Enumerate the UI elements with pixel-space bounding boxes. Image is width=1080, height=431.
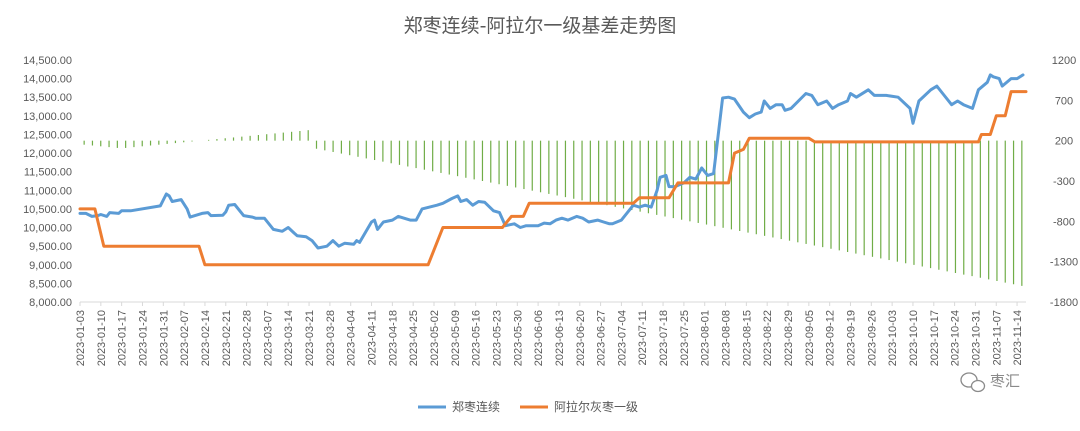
x-tick-label: 2023-03-14 [283,310,295,366]
x-tick-label: 2023-01-31 [158,310,170,366]
x-tick-label: 2023-09-12 [825,310,837,366]
x-tick-label: 2023-07-25 [679,310,691,366]
x-tick-label: 2023-06-20 [575,310,587,366]
x-tick-label: 2023-08-01 [700,310,712,366]
left-tick-label: 13,500.00 [23,92,72,104]
x-tick-label: 2023-02-28 [242,310,254,366]
x-tick-label: 2023-03-28 [325,310,337,366]
left-tick-label: 8,000.00 [29,297,72,309]
x-tick-label: 2023-09-05 [804,310,816,366]
x-tick-label: 2023-06-27 [596,310,608,366]
x-tick-label: 2023-07-04 [616,310,628,366]
left-tick-label: 11,000.00 [24,185,72,197]
watermark: 枣汇 [960,372,1020,393]
right-tick-label: -300 [1053,176,1075,188]
x-tick-label: 2023-02-14 [200,310,212,366]
x-tick-label: 2023-04-11 [367,310,379,365]
x-tick-label: 2023-01-24 [137,310,149,366]
x-tick-label: 2023-08-15 [741,310,753,366]
right-tick-label: -800 [1053,216,1075,228]
x-tick-label: 2023-07-18 [658,310,670,366]
series-lines [78,73,1028,267]
x-tick-label: 2023-01-10 [96,310,108,366]
left-tick-label: 13,000.00 [23,111,72,123]
x-tick-label: 2023-04-25 [408,310,420,366]
left-tick-label: 12,000.00 [23,148,72,160]
x-tick-label: 2023-07-11 [637,310,649,365]
x-tick-label: 2023-06-13 [554,310,566,366]
legend-label-zhengzao: 郑枣连续 [452,399,500,414]
x-tick-label: 2023-05-09 [450,310,462,366]
series-line [78,90,1028,267]
x-tick-label: 2023-02-07 [179,310,191,366]
left-tick-label: 10,000.00 [23,223,72,235]
x-tick-label: 2023-10-24 [950,310,962,366]
chart-title: 郑枣连续-阿拉尔一级基差走势图 [404,15,677,37]
x-tick-label: 2023-11-14 [1012,310,1024,365]
x-tick-label: 2023-10-10 [908,310,920,366]
right-tick-label: -1300 [1050,257,1078,269]
x-tick-label: 2023-05-02 [429,310,441,366]
x-tick-label: 2023-09-26 [866,310,878,366]
left-tick-label: 9,000.00 [29,260,72,272]
right-axis: -1800 -1300 -800 -300 200 700 1200 [1050,55,1078,309]
x-tick-label: 2023-10-03 [887,310,899,366]
x-tick-label: 2023-08-08 [721,310,733,366]
left-tick-label: 10,500.00 [23,204,72,216]
left-tick-label: 14,500.00 [23,55,72,67]
legend: 郑枣连续 阿拉尔灰枣一级 [418,399,638,414]
x-tick-label: 2023-04-18 [387,310,399,366]
x-tick-label: 2023-08-29 [783,310,795,366]
left-tick-label: 9,500.00 [29,241,72,253]
x-tick-label: 2023-11-07 [991,310,1003,365]
left-tick-label: 12,500.00 [23,129,72,141]
x-tick-label: 2023-10-17 [929,310,941,366]
x-tick-label: 2023-06-06 [533,310,545,366]
x-axis: 2023-01-03 2023-01-10 2023-01-17 2023-01-24… [75,301,1026,366]
right-tick-label: 1200 [1052,55,1076,67]
wechat-icon [960,372,986,393]
x-tick-label: 2023-08-22 [762,310,774,366]
x-tick-label: 2023-03-07 [262,310,274,366]
left-tick-label: 8,500.00 [29,278,72,290]
x-tick-label: 2023-10-31 [970,310,982,366]
series-line [78,73,1025,250]
x-tick-label: 2023-05-30 [512,310,524,366]
right-tick-label: 700 [1055,95,1073,107]
left-axis: 8,000.00 8,500.00 9,000.00 9,500.00 10,000.0… [23,55,72,309]
left-tick-label: 11,500.00 [24,167,72,179]
watermark-text: 枣汇 [990,372,1020,390]
x-tick-label: 2023-01-03 [75,310,87,366]
x-tick-label: 2023-01-17 [117,310,129,366]
basis-bars [83,130,1023,286]
x-tick-label: 2023-05-23 [491,310,503,366]
right-tick-label: 200 [1055,136,1073,148]
x-tick-label: 2023-04-04 [346,310,358,366]
x-tick-label: 2023-03-21 [304,310,316,366]
legend-label-alaer: 阿拉尔灰枣一级 [554,399,638,414]
x-tick-label: 2023-09-19 [845,310,857,366]
right-tick-label: -1800 [1050,297,1078,309]
x-tick-label: 2023-02-21 [221,310,233,366]
left-tick-label: 14,000.00 [23,74,72,86]
x-tick-label: 2023-05-16 [471,310,483,366]
